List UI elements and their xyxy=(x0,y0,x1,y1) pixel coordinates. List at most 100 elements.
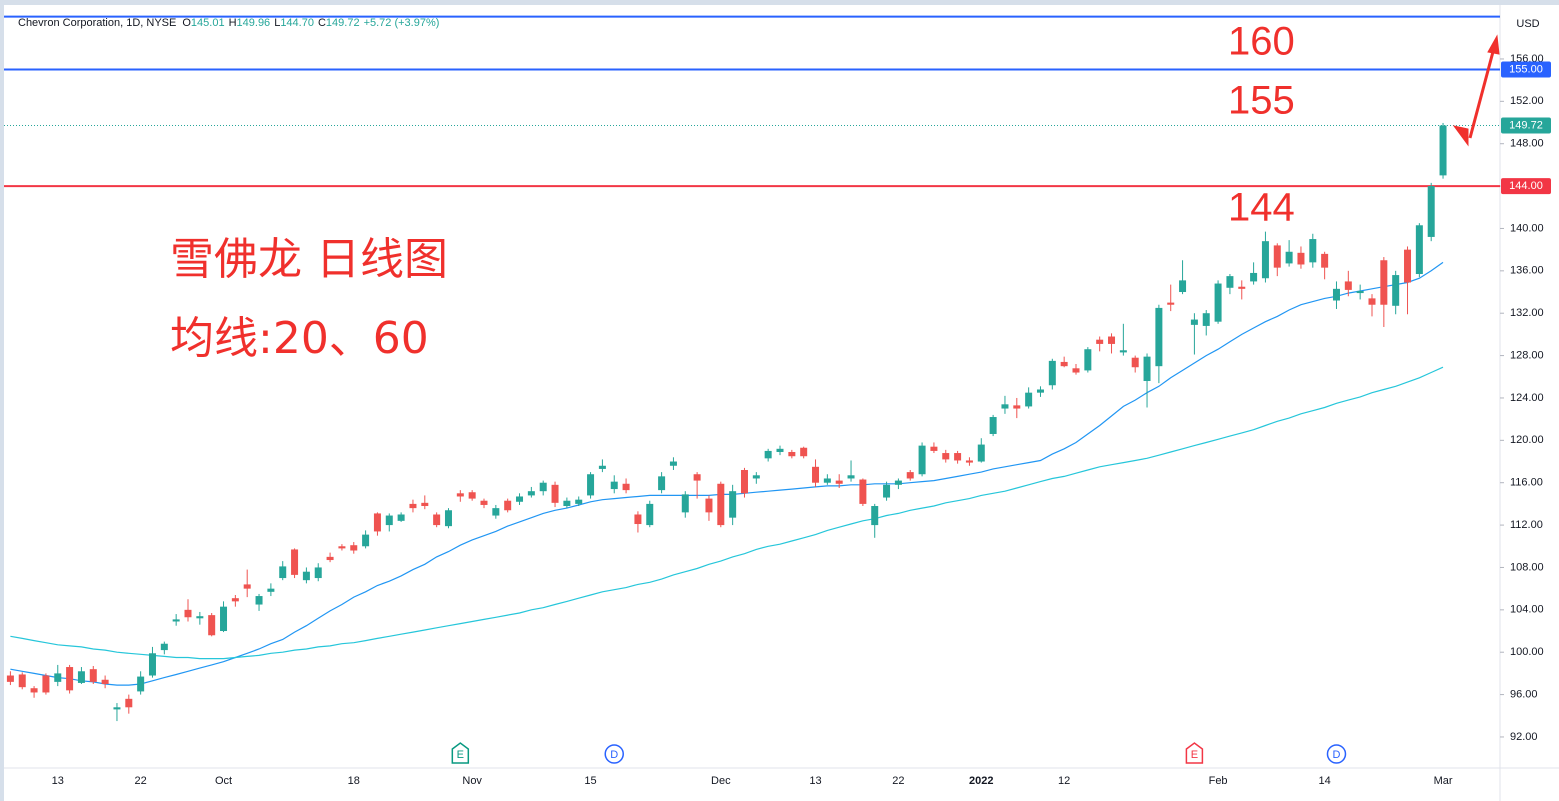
ohlc-value: 149.96 xyxy=(237,17,271,29)
candle-body xyxy=(610,481,618,490)
candle-body xyxy=(622,483,630,491)
candle-body xyxy=(1297,252,1305,265)
candle-body xyxy=(1380,260,1388,305)
candle-body xyxy=(847,475,855,479)
candle-body xyxy=(977,444,985,462)
candle-body xyxy=(942,453,950,460)
ohlc-value: 144.70 xyxy=(280,17,314,29)
candle-body xyxy=(693,474,701,481)
candle-body xyxy=(1025,392,1033,407)
candle-body xyxy=(1415,225,1423,275)
candle-body xyxy=(646,503,654,526)
candle-body xyxy=(563,500,571,507)
candle-body xyxy=(196,616,204,619)
candle-body xyxy=(954,453,962,461)
x-tick-label: Dec xyxy=(711,775,731,787)
event-marker xyxy=(451,742,470,764)
candle-body xyxy=(243,584,251,589)
y-tick-label: 124.00 xyxy=(1510,392,1544,404)
candle-body xyxy=(930,446,938,451)
frame-left xyxy=(0,0,4,801)
candle-body xyxy=(113,707,121,710)
candle-body xyxy=(89,669,97,682)
arrow-line xyxy=(1468,47,1496,139)
y-tick-label: 132.00 xyxy=(1510,307,1544,319)
candle-body xyxy=(1096,339,1104,344)
candle-body xyxy=(338,546,346,549)
event-label: D xyxy=(610,749,618,761)
candle-body xyxy=(231,598,239,602)
candle-body xyxy=(208,615,216,636)
event-marker xyxy=(1326,744,1347,764)
arrow xyxy=(1452,34,1500,147)
candle-body xyxy=(492,508,500,516)
event-label: D xyxy=(1333,749,1341,761)
candle-body xyxy=(291,549,299,575)
price-tag-label: 149.72 xyxy=(1509,119,1543,131)
candle-body xyxy=(823,478,831,483)
candle-body xyxy=(551,484,559,503)
y-tick-label: 128.00 xyxy=(1510,349,1544,361)
candle-body xyxy=(906,472,914,479)
candle-body xyxy=(788,451,796,457)
candle-body xyxy=(220,606,228,632)
candle-body xyxy=(1404,249,1412,283)
annotation: 144 xyxy=(1228,186,1295,230)
ohlc-value: 145.01 xyxy=(191,17,225,29)
candle-body xyxy=(1072,368,1080,373)
frame-top xyxy=(0,0,1559,5)
candle-body xyxy=(835,480,843,484)
candle-body xyxy=(373,513,381,532)
candle-body xyxy=(1321,253,1329,268)
candle-body xyxy=(1250,272,1258,282)
arrow-head xyxy=(1452,125,1469,147)
x-tick-label: 12 xyxy=(1058,775,1070,787)
candle-body xyxy=(350,545,358,551)
candle-body xyxy=(965,460,973,463)
ohlc-key: C xyxy=(318,17,326,29)
candle-body xyxy=(137,676,145,692)
annotation: 155 xyxy=(1228,79,1295,123)
candle-body xyxy=(6,675,14,682)
candle-body xyxy=(1309,239,1317,263)
candle-body xyxy=(859,479,867,504)
x-tick-label: Feb xyxy=(1209,775,1228,787)
candle-body xyxy=(504,500,512,511)
candle-body xyxy=(302,571,310,581)
candle-body xyxy=(1226,276,1234,288)
header: Chevron Corporation, 1D, NYSE O145.01 H149… xyxy=(18,17,439,29)
y-tick-label: 148.00 xyxy=(1510,138,1544,150)
candle-body xyxy=(527,491,535,496)
candle-body xyxy=(148,653,156,676)
candle-body xyxy=(255,596,263,605)
candle-body xyxy=(18,674,26,688)
y-tick-label: 136.00 xyxy=(1510,265,1544,277)
candle-body xyxy=(681,494,689,513)
candle-body xyxy=(362,534,370,547)
candle-body xyxy=(42,675,50,693)
candle-body xyxy=(1202,313,1210,326)
y-tick-label: 116.00 xyxy=(1510,477,1543,489)
candle-body xyxy=(172,619,180,622)
candle-body xyxy=(1285,251,1293,264)
candle-body xyxy=(267,588,275,592)
candle-body xyxy=(1392,275,1400,306)
x-tick-label: 14 xyxy=(1319,775,1331,787)
x-tick-label: Mar xyxy=(1434,775,1453,787)
x-tick-label: 22 xyxy=(892,775,904,787)
candle-body xyxy=(740,469,748,494)
candle-body xyxy=(326,556,334,561)
ohlc-value: 149.72 xyxy=(326,17,360,29)
event-label: E xyxy=(457,749,464,761)
y-tick-label: 140.00 xyxy=(1510,222,1544,234)
candle-body xyxy=(1131,357,1139,368)
change: +5.72 (+3.97%) xyxy=(364,17,440,29)
candle-body xyxy=(1143,356,1151,382)
candle-body xyxy=(883,484,891,498)
price-tag xyxy=(1501,178,1551,195)
event-marker xyxy=(1185,742,1204,764)
y-tick-label: 96.00 xyxy=(1510,688,1538,700)
event-marker xyxy=(604,744,624,764)
candle-body xyxy=(587,474,595,496)
